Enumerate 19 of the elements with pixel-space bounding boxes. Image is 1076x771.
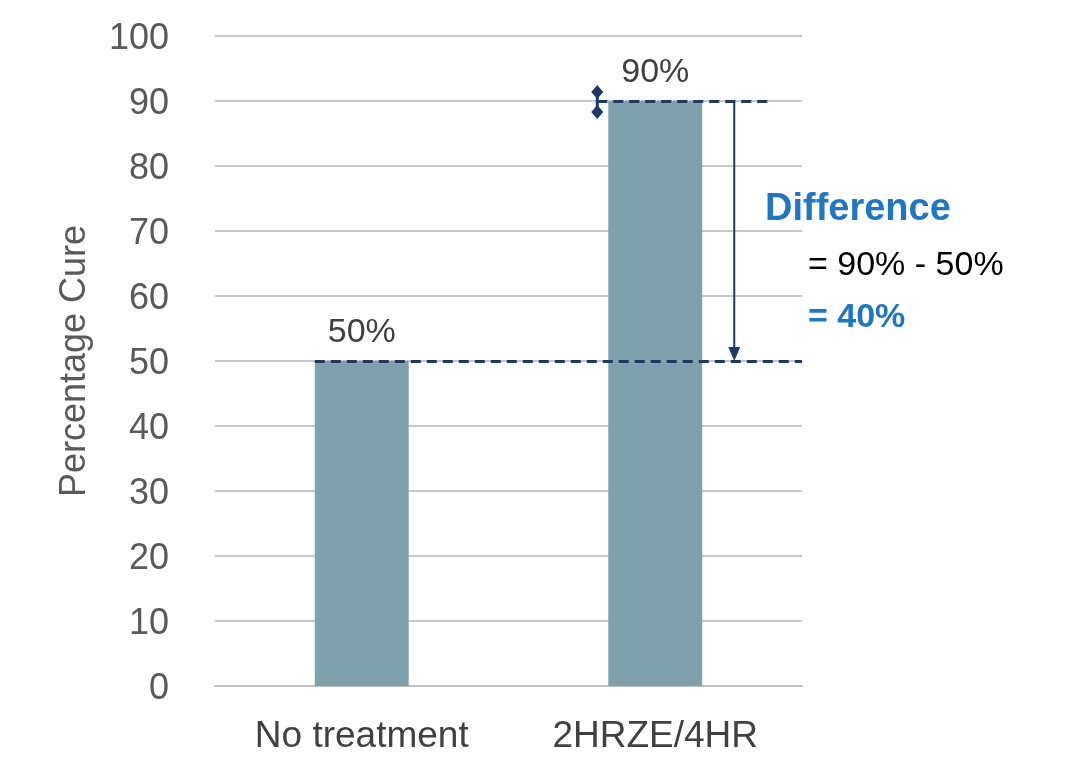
- y-tick-label: 10: [128, 600, 169, 642]
- y-tick-label: 100: [108, 15, 169, 57]
- y-tick-label: 30: [128, 470, 169, 512]
- x-tick-label: 2HRZE/4HR: [552, 714, 759, 755]
- text: = 90% - 50%: [808, 244, 1004, 282]
- y-axis-title: Percentage Cure: [51, 224, 93, 498]
- y-tick-label: 80: [128, 145, 169, 187]
- y-tick-label: 90: [128, 80, 169, 122]
- x-tick-label: No treatment: [254, 714, 470, 755]
- annotation: Difference: [765, 186, 951, 228]
- y-tick-label: 0: [148, 665, 169, 707]
- y-tick-label: 40: [128, 405, 169, 447]
- y-tick-label: 20: [128, 535, 169, 577]
- data-label: 90%: [621, 51, 690, 89]
- y-tick-label: 60: [128, 275, 169, 317]
- text: = 40%: [808, 296, 906, 334]
- data-label: 50%: [327, 311, 396, 349]
- y-tick-label: 70: [128, 210, 169, 252]
- y-tick-label: 50: [128, 340, 169, 382]
